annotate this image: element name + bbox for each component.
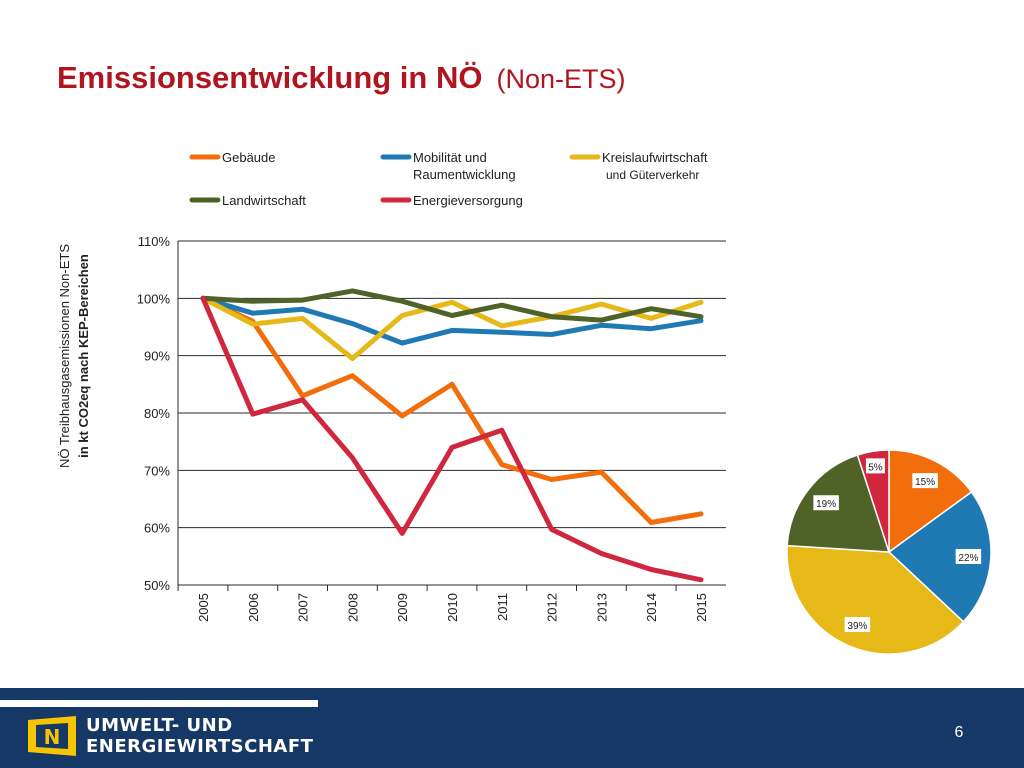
x-tick-label: 2010 bbox=[445, 593, 460, 622]
x-tick-label: 2014 bbox=[644, 593, 659, 622]
pie-label-box bbox=[844, 617, 871, 633]
y-tick-label: 50% bbox=[144, 578, 170, 593]
x-tick-label: 2015 bbox=[694, 593, 709, 622]
y-axis-title-line2: in kt CO2eq nach KEP-Bereichen bbox=[76, 254, 91, 458]
svg-text:N: N bbox=[44, 725, 61, 749]
page-number: 6 bbox=[954, 724, 964, 741]
x-axis-ticks: 2005 2006 2007 2008 2009 2010 2011 2012 2013 2014… bbox=[196, 593, 709, 622]
y-axis-title-line1: NÖ Treibhausgasemissionen Non-ETS bbox=[57, 244, 72, 468]
x-tick-label: 2011 bbox=[495, 593, 510, 621]
pie-label-box bbox=[912, 473, 938, 489]
pie-slice-label: 15% bbox=[915, 477, 935, 488]
series-line-kreislaufwirtschaft bbox=[200, 295, 704, 361]
pie-label-box bbox=[865, 458, 885, 474]
slide-title-sub: (Non-ETS) bbox=[496, 64, 626, 94]
pie-slice-label: 39% bbox=[847, 621, 867, 632]
y-axis-ticks: 50% 60% 70% 80% 90% 100% 110% bbox=[137, 234, 171, 593]
series-line-mobilitat-und bbox=[200, 295, 704, 346]
chart-legend: Gebäude Mobilität und Raumentwicklung Kr… bbox=[189, 150, 708, 208]
y-tick-label: 110% bbox=[138, 234, 171, 249]
chart-series bbox=[200, 288, 704, 583]
pie-slice bbox=[887, 490, 992, 623]
x-tick-label: 2012 bbox=[545, 593, 560, 622]
slide-title-main: Emissionsentwicklung in NÖ bbox=[57, 60, 483, 95]
y-tick-label: 80% bbox=[144, 406, 170, 421]
x-tick-label: 2007 bbox=[296, 593, 311, 622]
legend-label-kreislauf-line1: Kreislaufwirtschaft bbox=[602, 150, 708, 165]
series-line-gebaude bbox=[200, 295, 704, 525]
x-tick-label: 2006 bbox=[246, 593, 261, 622]
legend-label-energie: Energieversorgung bbox=[413, 193, 523, 208]
series-line-landwirtschaft bbox=[200, 288, 704, 323]
brand-line1: UMWELT- UND bbox=[86, 715, 233, 736]
y-tick-label: 100% bbox=[137, 291, 171, 306]
emissions-chart: Gebäude Mobilität und Raumentwicklung Kr… bbox=[57, 150, 992, 655]
pie-slice bbox=[888, 449, 973, 554]
legend-label-gebaeude: Gebäude bbox=[222, 150, 276, 165]
slide-title: Emissionsentwicklung in NÖ (Non-ETS) bbox=[57, 58, 625, 99]
legend-label-kreislauf-line2: und Güterverkehr bbox=[606, 168, 699, 182]
pie-label-box bbox=[955, 548, 982, 564]
brand-wordmark: UMWELT- UND ENERGIEWIRTSCHAFT bbox=[86, 715, 313, 757]
y-tick-label: 60% bbox=[144, 521, 170, 536]
x-tick-label: 2005 bbox=[196, 593, 211, 622]
series-line-energieversorgung bbox=[200, 295, 704, 583]
x-tick-label: 2013 bbox=[594, 593, 609, 622]
y-tick-label: 70% bbox=[144, 463, 170, 478]
brand-line2: ENERGIEWIRTSCHAFT bbox=[86, 736, 314, 757]
pie-label-box bbox=[813, 495, 839, 511]
noe-logo-icon: N bbox=[28, 716, 76, 756]
y-tick-label: 90% bbox=[144, 349, 170, 364]
legend-label-mobilitaet-line1: Mobilität und bbox=[413, 150, 487, 165]
footer-stripe bbox=[0, 700, 318, 707]
pie-slice-label: 5% bbox=[868, 462, 883, 473]
pie-slice-label: 22% bbox=[958, 553, 978, 564]
legend-label-landwirtschaft: Landwirtschaft bbox=[222, 193, 306, 208]
pie-chart: 15% 22% 39% 19% 5% bbox=[786, 449, 992, 655]
pie-slice bbox=[786, 544, 965, 655]
legend-label-mobilitaet-line2: Raumentwicklung bbox=[413, 167, 516, 182]
chart-grid bbox=[177, 240, 726, 591]
x-tick-label: 2008 bbox=[345, 593, 360, 622]
x-tick-label: 2009 bbox=[395, 593, 410, 622]
y-axis-title: NÖ Treibhausgasemissionen Non-ETS in kt … bbox=[57, 244, 91, 468]
pie-slice bbox=[856, 449, 890, 553]
pie-slice-label: 19% bbox=[816, 499, 836, 510]
